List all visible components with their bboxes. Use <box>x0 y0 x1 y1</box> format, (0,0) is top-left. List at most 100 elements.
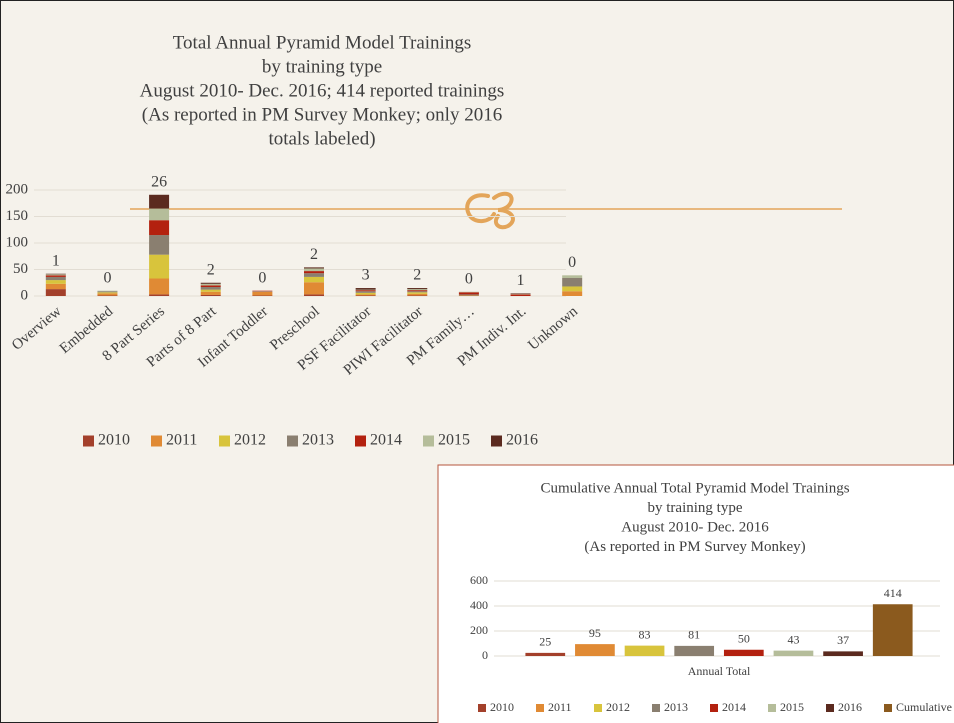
legend-swatch <box>491 435 502 447</box>
legend-label: 2016 <box>506 432 538 449</box>
bar-segment <box>355 288 376 290</box>
legend-swatch <box>151 435 162 447</box>
legend-swatch <box>768 704 776 712</box>
y-tick-label: 200 <box>6 181 29 197</box>
bar-segment <box>304 268 324 272</box>
legend-swatch <box>287 435 298 447</box>
chart-title: Total Annual Pyramid Model Trainings <box>173 32 471 53</box>
legend-label: 2011 <box>548 700 572 714</box>
legend-label: Cumulative Total <box>896 700 954 714</box>
bar-segment <box>562 286 583 292</box>
bar-segment <box>458 291 479 293</box>
data-label: 83 <box>639 627 651 641</box>
legend-label: 2012 <box>234 432 266 449</box>
chart-title: Cumulative Annual Total Pyramid Model Tr… <box>540 480 849 496</box>
legend-label: 2010 <box>490 700 514 714</box>
bar <box>674 645 715 656</box>
legend-swatch <box>355 435 366 447</box>
bar-segment <box>45 280 66 284</box>
data-label: 37 <box>837 633 849 647</box>
bar-segment <box>407 293 428 296</box>
legend-swatch <box>710 704 718 712</box>
bar-segment <box>45 289 66 296</box>
bar-segment <box>304 282 324 295</box>
bar-segment <box>458 292 479 295</box>
data-label: 0 <box>103 269 111 286</box>
legend-swatch <box>652 704 660 712</box>
legend-swatch <box>594 704 602 712</box>
bar-segment <box>200 289 221 292</box>
legend-swatch <box>478 704 486 712</box>
x-tick-label: Annual Total <box>688 664 751 678</box>
bar-segment <box>45 283 66 290</box>
bar <box>773 650 814 656</box>
bar-segment <box>200 285 221 287</box>
data-label: 2 <box>413 267 421 284</box>
bar-segment <box>149 208 170 221</box>
bar-segment <box>200 291 221 295</box>
bar-segment <box>149 254 170 279</box>
bar-segment <box>45 273 66 275</box>
bar-segment <box>562 291 583 296</box>
legend-label: 2014 <box>722 700 746 714</box>
bar-segment <box>304 276 324 283</box>
legend-label: 2013 <box>664 700 688 714</box>
bar-segment <box>200 286 221 290</box>
bar-segment <box>45 275 66 277</box>
bar-segment <box>149 194 170 209</box>
data-label: 0 <box>568 254 576 271</box>
data-label: 0 <box>465 270 473 287</box>
bar-segment <box>304 294 324 296</box>
bar-segment <box>149 294 170 296</box>
bar <box>525 652 566 656</box>
chart-title: (As reported in PM Survey Monkey; only 2… <box>142 104 502 125</box>
legend-label: 2013 <box>302 432 334 449</box>
bar-segment <box>149 235 170 255</box>
legend-label: 2014 <box>370 432 402 449</box>
bar-segment <box>355 290 376 292</box>
legend-swatch <box>884 704 892 712</box>
y-tick-label: 400 <box>470 598 488 612</box>
data-label: 3 <box>362 267 370 284</box>
bar-segment <box>97 293 118 296</box>
data-label: 26 <box>151 173 167 190</box>
decor-glyph <box>465 191 515 230</box>
bar-segment <box>97 291 118 293</box>
data-label: 0 <box>258 269 266 286</box>
bar <box>872 604 913 656</box>
y-tick-label: 200 <box>470 623 488 637</box>
chart-title: August 2010- Dec. 2016 <box>621 519 769 535</box>
bar <box>723 649 764 656</box>
bar <box>575 644 615 656</box>
bar-segment <box>304 267 324 269</box>
bar-segment <box>200 294 221 296</box>
bar-segment <box>304 273 324 277</box>
bar-segment <box>200 283 221 286</box>
bar-segment <box>200 282 221 284</box>
x-tick-label: Unknown <box>525 303 581 354</box>
legend-label: 2012 <box>606 700 630 714</box>
bar-segment <box>458 295 479 296</box>
bar-segment <box>407 292 428 294</box>
data-label: 43 <box>787 632 799 646</box>
data-label: 1 <box>517 272 525 289</box>
bar-segment <box>252 291 273 296</box>
chart-title: August 2010- Dec. 2016; 414 reported tra… <box>140 80 505 101</box>
legend-label: 2016 <box>838 700 862 714</box>
legend-label: 2011 <box>166 432 197 449</box>
chart-title: by training type <box>648 500 743 516</box>
bar <box>823 651 863 656</box>
legend-swatch <box>536 704 544 712</box>
data-label: 414 <box>884 586 902 600</box>
bar-segment <box>407 289 428 291</box>
x-tick-label: Overview <box>9 303 65 353</box>
data-label: 2 <box>310 246 318 263</box>
bar-segment <box>458 294 479 296</box>
bar-segment <box>510 294 531 296</box>
bar-segment <box>252 291 273 292</box>
legend-label: 2010 <box>98 432 130 449</box>
bar-segment <box>562 275 583 278</box>
data-label: 2 <box>207 261 215 278</box>
bar-segment <box>97 290 118 292</box>
data-label: 95 <box>589 626 601 640</box>
